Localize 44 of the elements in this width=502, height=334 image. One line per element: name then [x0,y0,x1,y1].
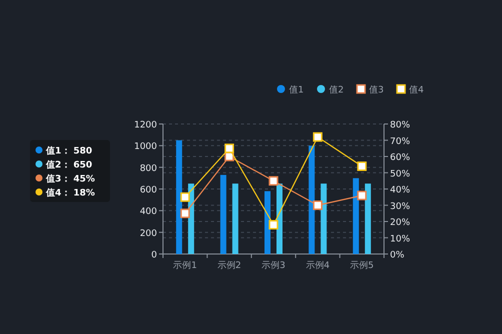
point [312,132,322,142]
y2-tick-label: 50% [390,169,410,180]
y2-tick-label: 60% [390,153,410,163]
bar [308,146,315,254]
point [180,208,190,218]
legend-label: 值4 [409,84,424,96]
y-tick-label: 1000 [134,142,158,152]
bar [232,184,238,254]
y-tick-label: 200 [140,228,158,239]
bar [320,184,327,254]
x-tick-label: 示例2 [217,260,242,271]
y-tick-label: 0 [151,250,158,260]
y-tick-label: 800 [140,164,158,174]
y2-tick-label: 10% [390,234,410,244]
legend-label: 值3 [369,84,384,96]
point [357,162,367,171]
point [268,176,278,186]
point [357,190,367,200]
point [268,220,278,230]
y2-tick-label: 20% [390,218,410,228]
x-tick-label: 示例5 [350,260,374,271]
bar [176,140,182,254]
y2-tick-label: 30% [390,202,410,212]
point [224,144,234,154]
bar [264,191,270,254]
legend-label: 值1 [289,84,304,96]
y2-tick-label: 40% [390,186,410,196]
x-tick-label: 示例1 [173,260,197,271]
x-tick-label: 示例3 [262,260,286,271]
y2-tick-label: 80% [390,120,410,130]
bar [220,174,226,254]
point [180,192,190,202]
bar [276,184,282,254]
bar [352,178,359,254]
bar [364,184,371,254]
tooltip: 值1： 580 值2： 650 值3： 45% 值4： 18% [30,140,110,202]
y-tick-label: 600 [140,186,158,196]
y2-tick-label: 70% [390,136,410,147]
legend-label: 值2 [329,84,344,96]
point [312,200,322,210]
x-tick-label: 示例4 [306,260,330,271]
y2-tick-label: 0% [390,250,405,260]
y-tick-label: 400 [140,207,158,218]
y-tick-label: 1200 [134,120,158,130]
